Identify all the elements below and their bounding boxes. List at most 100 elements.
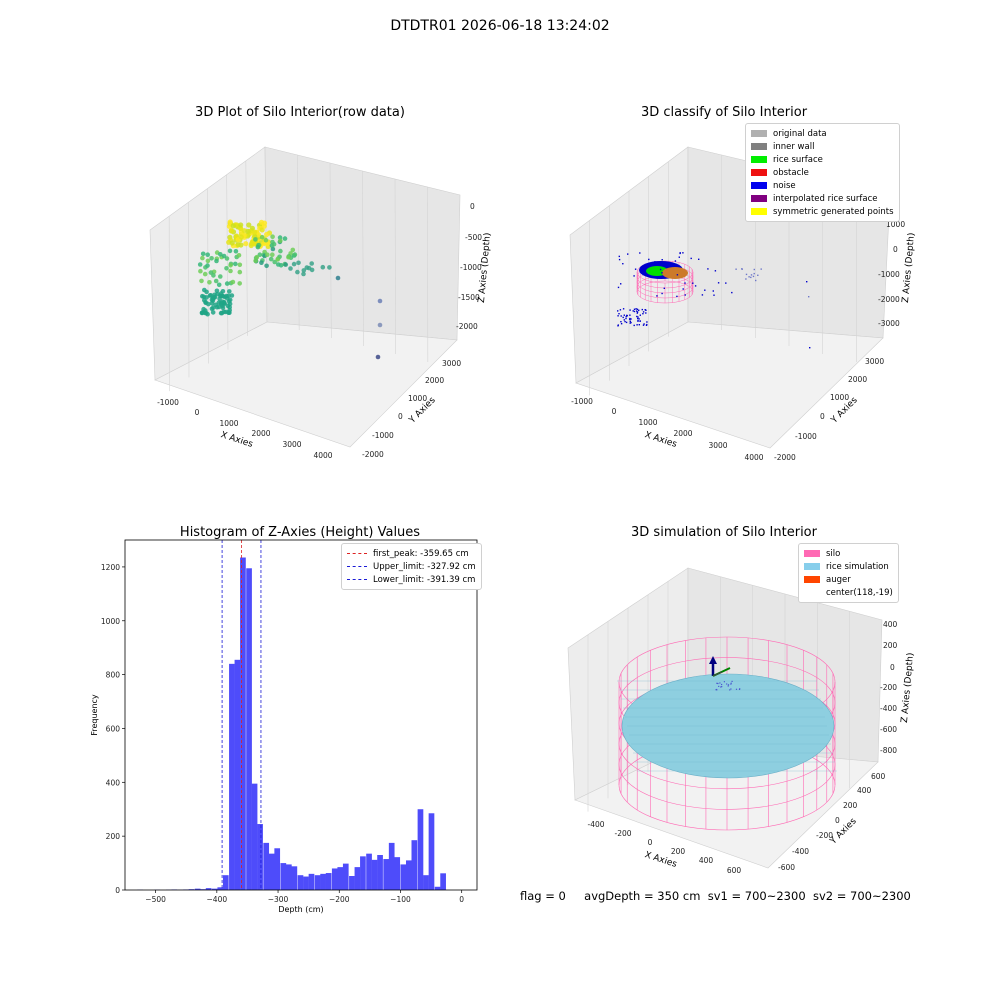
auger-point	[727, 684, 730, 686]
grid-line	[245, 160, 248, 336]
noise-point	[633, 308, 636, 310]
noise-point	[760, 268, 762, 270]
noise-point	[757, 274, 759, 276]
silo-ring	[636, 280, 694, 304]
noise-point	[627, 253, 629, 255]
data-point	[226, 223, 232, 229]
legend-label: auger	[826, 574, 851, 585]
legend-swatch	[751, 208, 767, 215]
noise-point	[642, 311, 645, 313]
x-tick-label: −100	[390, 895, 411, 904]
x-tick-label: −400	[207, 895, 228, 904]
data-point	[229, 240, 235, 246]
data-point	[278, 263, 284, 268]
p2-xtick: 1000	[638, 418, 657, 427]
data-point	[202, 271, 208, 277]
p2-ytick: 0	[820, 412, 825, 421]
data-point	[227, 289, 232, 294]
data-point	[375, 354, 381, 360]
data-point	[275, 257, 281, 262]
data-point	[253, 258, 258, 264]
noise-point	[753, 272, 755, 275]
noise-point	[625, 321, 628, 324]
noise-point	[637, 317, 639, 320]
histogram-bar	[371, 859, 378, 890]
noise-point	[639, 320, 641, 322]
histogram-bar	[325, 873, 332, 890]
p2-ztick: 1000	[886, 220, 905, 229]
legend-label: rice surface	[773, 154, 823, 165]
data-point	[278, 238, 283, 243]
legend-label: inner wall	[773, 141, 815, 152]
data-point	[233, 261, 238, 267]
data-point	[259, 234, 265, 240]
data-point	[237, 269, 243, 275]
legend-swatch	[751, 195, 767, 202]
legend-entry: symmetric generated points	[751, 205, 894, 218]
panel1-3d-axes: -1000 0 1000 2000 3000 4000 -2000 -1000 …	[149, 146, 493, 460]
noise-point	[663, 287, 665, 289]
p1-xtick: 3000	[282, 440, 301, 449]
legend-entry: interpolated rice surface	[751, 192, 894, 205]
p4-ztick: -600	[880, 725, 897, 734]
figure-title: DTDTR01 2026-06-18 13:24:02	[390, 18, 610, 34]
legend-entry: original data	[751, 127, 894, 140]
data-point	[209, 255, 214, 261]
noise-point	[714, 270, 717, 272]
p1-xtick: 4000	[313, 451, 332, 460]
grid-line	[297, 154, 300, 331]
data-point	[263, 237, 269, 243]
histogram-bar	[440, 873, 446, 890]
data-point	[264, 263, 269, 269]
data-point	[278, 248, 283, 254]
p1-ztick: -500	[465, 233, 482, 242]
noise-point	[731, 291, 733, 294]
auger-point	[731, 680, 733, 682]
histogram-bar	[251, 783, 258, 890]
histogram-bar	[188, 889, 195, 890]
noise-point	[701, 294, 704, 296]
p2-ytick: -1000	[795, 432, 817, 441]
noise-point	[735, 268, 737, 270]
legend-swatch	[751, 143, 767, 150]
data-point	[218, 310, 224, 316]
p2-ytick: 2000	[848, 375, 867, 384]
data-point	[197, 262, 203, 267]
auger-point	[718, 685, 720, 687]
p1-ytick: -1000	[372, 431, 394, 440]
grid-line	[362, 170, 364, 347]
panel4-3d-axes: -400 -200 0 200 400 600 -600 -400 -200 0…	[567, 567, 916, 875]
legend-entry: silo	[804, 547, 893, 560]
noise-point	[633, 324, 635, 327]
p4-xtick: 600	[727, 866, 742, 875]
histogram-bar	[280, 863, 287, 890]
noise-point	[656, 295, 658, 297]
p2-ytick: 1000	[830, 393, 849, 402]
panel4-title: 3D simulation of Silo Interior	[631, 525, 818, 540]
noise-point	[659, 268, 662, 271]
data-point	[228, 228, 234, 234]
data-point	[261, 223, 267, 229]
data-point	[288, 266, 293, 271]
noise-point	[617, 286, 620, 289]
data-point	[236, 253, 242, 258]
p2-ytick: 3000	[865, 357, 884, 366]
p4-zlabel: Z Axies (Depth)	[900, 652, 916, 723]
noise-point	[809, 347, 811, 349]
data-point	[230, 279, 236, 285]
histogram-bar	[337, 867, 344, 890]
legend-label: symmetric generated points	[773, 206, 894, 217]
legend-entry: inner wall	[751, 140, 894, 153]
data-point	[225, 303, 231, 309]
auger-point	[720, 686, 722, 688]
noise-point	[632, 310, 634, 312]
data-point	[202, 287, 207, 293]
legend-swatch	[347, 553, 367, 554]
auger-point	[730, 682, 732, 684]
noise-point	[636, 312, 638, 314]
histogram-bar	[434, 886, 441, 890]
legend-label: silo	[826, 548, 841, 559]
data-point	[200, 293, 205, 299]
histogram-bar	[417, 809, 424, 890]
noise-point	[623, 319, 625, 321]
